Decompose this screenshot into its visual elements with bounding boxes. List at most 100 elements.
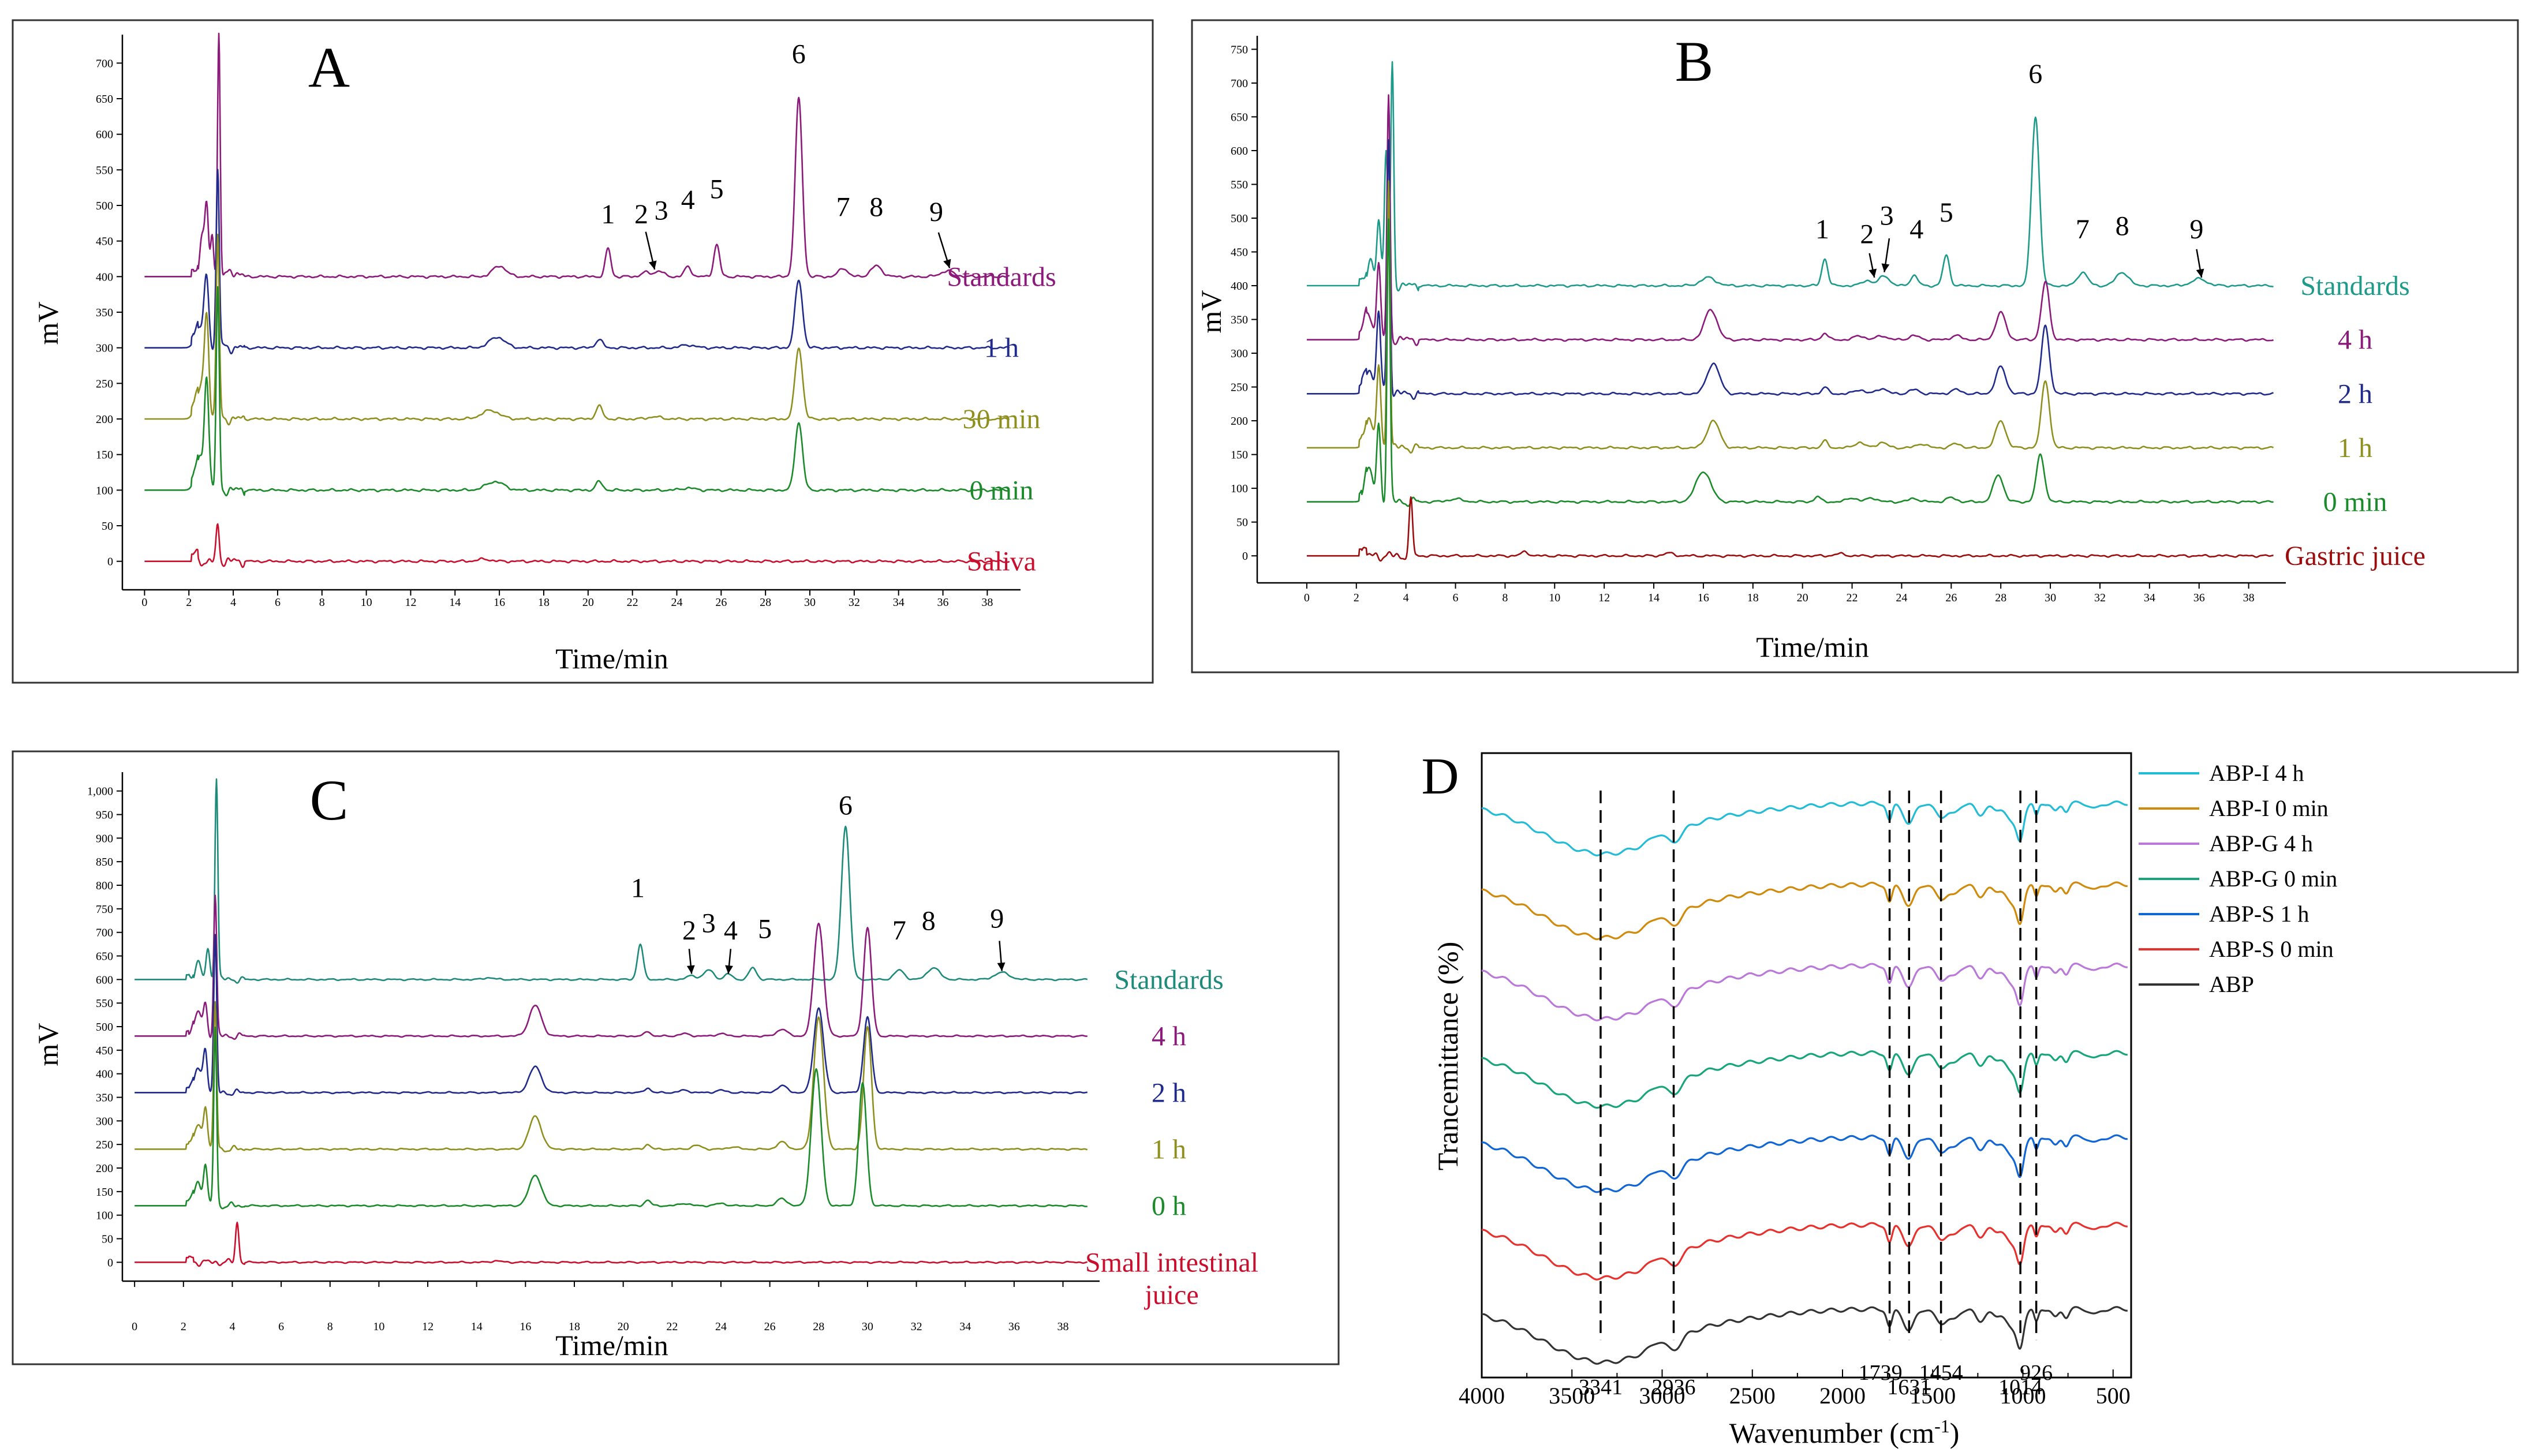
x-tick-label-b: 12 [1598,592,1610,604]
y-tick-label-c: 300 [96,1115,113,1128]
x-axis-title-d-superscript: -1 [1934,1416,1950,1436]
peak-number-a: 1 [601,199,615,230]
x-tick-label-a: 38 [981,596,993,609]
series-label-c: 1 h [1152,1134,1186,1165]
legend-label: ABP-S 0 min [2209,936,2334,962]
y-tick-label-a: 650 [96,93,113,106]
y-tick-label-b: 500 [1231,212,1248,225]
trace-c-2-h [134,934,1088,1096]
legend-label: ABP [2209,971,2254,997]
y-tick-label-a: 450 [96,235,113,248]
x-tick-label-b: 6 [1453,592,1459,604]
peak-number-b: 8 [2116,211,2129,241]
x-tick-label-a: 4 [230,596,236,609]
series-label-a: 0 min [970,475,1034,506]
x-axis-title-c: Time/min [555,1329,668,1361]
x-tick-label-c: 34 [959,1320,971,1333]
y-tick-label-c: 250 [96,1139,113,1151]
peak-number-c: 6 [839,791,853,821]
y-tick-label-a: 150 [96,449,113,462]
x-tick-label-c: 18 [569,1320,580,1333]
arrow-head-b [1868,268,1877,278]
series-label-c: Small intestinal juice [1085,1247,1258,1310]
trace-a-0-min [144,286,1010,496]
x-tick-label-b: 30 [2045,592,2056,604]
y-tick-label-a: 250 [96,377,113,390]
peak-number-c: 9 [990,904,1004,934]
x-tick-label-d: 2500 [1729,1383,1776,1409]
peak-number-c: 2 [682,915,696,946]
wavenumber-annotation: 3341 [1579,1375,1623,1399]
panel-label-d: D [1422,748,1459,805]
x-tick-label-a: 34 [893,596,905,609]
peak-number-a: 7 [836,192,850,223]
wavenumber-annotation: 1739 [1859,1361,1903,1385]
peak-number-a: 3 [655,196,668,226]
panel-b-chart: 0 2 4 6 8 10 12 14 16 18 20 22 24 26 28 30 32 34 36 3805010… [1191,19,2519,673]
y-tick-label-c: 950 [96,809,113,822]
peak-number-a: 4 [681,185,695,215]
x-tick-label-a: 24 [671,596,682,609]
arrow-head-a [649,260,657,270]
peak-number-a: 6 [792,39,806,69]
x-axis-title-d: Wavenumber (cm-1) [1729,1416,1960,1449]
series-label-c: 4 h [1152,1021,1186,1051]
series-label-c: 2 h [1152,1077,1186,1108]
x-tick-label-d: 500 [2096,1383,2131,1409]
trace-c-0-h [134,1026,1088,1210]
x-tick-label-c: 20 [618,1320,629,1333]
x-tick-label-b: 4 [1403,592,1409,604]
panel-c-chart: 0 2 4 6 8 10 12 14 16 18 20 22 24 26 28 30 32 34 36 3805010… [12,750,1340,1365]
y-tick-label-c: 50 [102,1233,113,1246]
panel-label-c: C [310,768,349,832]
y-tick-label-a: 0 [107,556,113,568]
y-tick-label-a: 600 [96,129,113,141]
x-tick-label-b: 28 [1995,592,2006,604]
ftir-trace-abp-g-4-h [1481,963,2128,1021]
y-tick-label-b: 650 [1231,111,1248,123]
trace-b-4-h [1306,94,2274,346]
series-label-b: 2 h [2338,379,2372,409]
y-tick-label-b: 200 [1231,415,1248,428]
trace-c-1-h [134,1001,1088,1152]
trace-b-0-min [1306,218,2274,507]
panel-label-a: A [308,35,350,99]
peak-number-a: 2 [634,199,648,230]
y-tick-label-c: 100 [96,1210,113,1222]
y-tick-label-c: 700 [96,927,113,940]
trace-c-small-intestinal-juice [134,1222,1088,1267]
x-tick-label-c: 36 [1008,1320,1020,1333]
peak-number-b: 9 [2189,214,2203,245]
x-tick-label-c: 4 [229,1320,235,1333]
y-axis-title-c: mV [32,1023,64,1066]
wavenumber-annotation: 926 [2020,1361,2053,1385]
peak-number-c: 3 [702,908,716,939]
peak-number-c: 7 [892,915,906,946]
x-tick-label-c: 30 [862,1320,873,1333]
y-tick-label-a: 200 [96,413,113,426]
series-label-line-2: juice [1143,1279,1198,1310]
peak-number-b: 5 [1939,197,1953,228]
series-label-b: 4 h [2338,325,2372,355]
x-tick-label-a: 30 [804,596,816,609]
x-tick-label-c: 0 [132,1320,137,1333]
x-tick-label-c: 32 [911,1320,922,1333]
y-tick-label-c: 450 [96,1045,113,1057]
peak-number-c: 4 [724,915,738,946]
legend-label: ABP-G 0 min [2209,866,2337,892]
trace-c-standards [134,778,1088,984]
x-tick-label-b: 16 [1698,592,1709,604]
trace-a-saliva [144,523,1010,568]
y-tick-label-b: 400 [1231,280,1248,293]
x-tick-label-b: 38 [2243,592,2255,604]
x-tick-label-a: 6 [275,596,281,609]
x-tick-label-c: 26 [764,1320,776,1333]
y-tick-label-c: 850 [96,856,113,869]
trace-a-standards [144,32,1010,279]
x-tick-label-c: 14 [471,1320,483,1333]
x-tick-label-c: 6 [278,1320,284,1333]
y-tick-label-b: 0 [1242,550,1248,563]
x-tick-label-d: 4000 [1459,1383,1505,1409]
peak-number-a: 9 [929,197,943,227]
